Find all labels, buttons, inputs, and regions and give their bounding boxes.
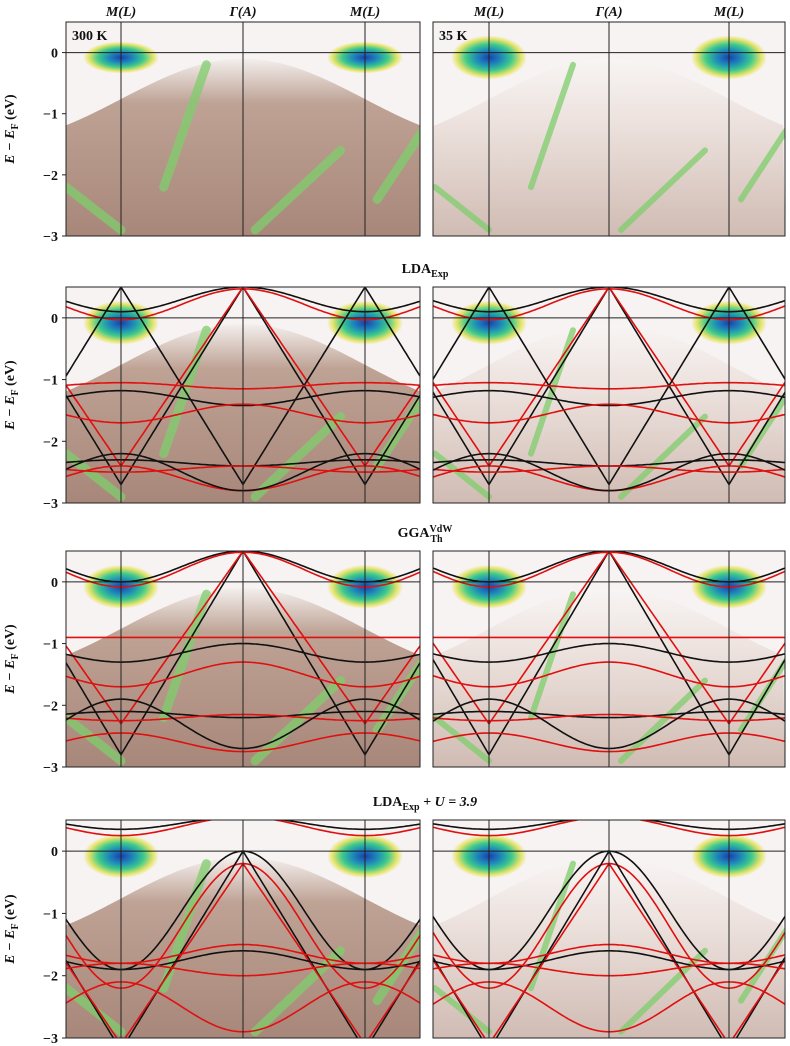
k-point-label: M(L) [713,5,744,20]
y-axis-label-sub: F [10,653,21,659]
y-tick-label: −3 [43,761,58,776]
panel [66,820,420,1038]
intensity-streak [372,126,420,204]
intensity-streak [159,60,211,192]
intensity-streak [372,392,420,471]
panel-frame [65,286,421,504]
k-point-label: M(L) [105,5,136,20]
panel-frame [65,819,421,1039]
intensity-streak [66,449,126,502]
y-tick-label: −3 [43,230,58,245]
row-title-suffix: + U = 3.9 [420,795,478,810]
y-axis-label-main: E − E [3,930,18,965]
panel-frame [65,550,421,768]
intensity-streak [618,413,708,500]
panel-frame [432,286,786,504]
intensity-streak [159,589,211,723]
panel [433,551,785,767]
intensity-streak [618,147,708,233]
intensity-streak [738,126,785,203]
row-title: GGAVdW Th [398,524,453,545]
y-axis-label-sub: F [10,923,21,929]
row-title-sup: VdW [430,524,453,535]
y-axis-label: E − EF (eV) [3,94,21,165]
y-tick-label: −2 [43,169,58,184]
row-title-base: LDA [373,795,403,810]
y-tick-label: 0 [51,576,58,591]
y-axis-label-unit: (eV) [3,894,18,923]
panel-frame [432,550,786,768]
panel [66,287,420,503]
y-tick-label: 0 [51,47,58,62]
panel-frame [65,21,421,237]
intensity-streak [433,450,492,500]
row-title-sub: Exp [402,802,420,813]
y-tick-label: 0 [51,845,58,860]
intensity-streak [738,392,785,469]
y-tick-label: −1 [43,638,58,653]
intensity-streak [433,184,492,233]
y-axis-label: E − EF (eV) [3,360,21,431]
temperature-label: 35 K [439,29,468,44]
y-axis-label: E − EF (eV) [3,624,21,695]
intensity-streak [250,145,346,235]
y-tick-label: −3 [43,497,58,512]
panel-frame [432,21,786,237]
k-point-label: M(L) [349,5,380,20]
k-point-label: Γ(A) [228,5,256,20]
intensity-streak [66,182,126,235]
intensity-streak [618,947,708,1035]
k-point-label: M(L) [473,5,504,20]
panel [433,820,785,1038]
panel [433,287,785,503]
intensity-streak [250,412,346,502]
row-title-base: LDA [402,262,432,277]
panel-frame [432,819,786,1039]
y-tick-label: −1 [43,907,58,922]
y-axis-label-unit: (eV) [3,360,18,389]
intensity-streak [66,713,126,766]
y-axis-label: E − EF (eV) [3,894,21,965]
y-tick-label: −2 [43,699,58,714]
y-axis-label-unit: (eV) [3,94,18,123]
panel [66,551,420,767]
row-title: LDAExp [402,262,449,280]
intensity-streak [433,714,492,764]
intensity-streak [66,983,126,1037]
row-title-base: GGA [398,526,431,541]
y-axis-label-sub: F [10,389,21,395]
y-tick-label: −2 [43,970,58,985]
y-axis-label-unit: (eV) [3,624,18,653]
k-point-label: Γ(A) [594,5,622,20]
intensity-streak [618,677,708,764]
y-tick-label: −2 [43,435,58,450]
y-tick-label: 0 [51,312,58,327]
row-title-sub: Exp [431,269,449,280]
y-axis-label-main: E − E [3,130,18,165]
row-title-sub: Th [430,534,443,545]
intensity-streak [528,591,576,721]
temperature-label: 300 K [72,29,108,44]
intensity-streak [250,946,346,1037]
intensity-streak [433,985,492,1035]
y-tick-label: −1 [43,108,58,123]
row-title: LDAExp + U = 3.9 [373,795,477,813]
panel [66,22,420,236]
intensity-streak [250,676,346,766]
y-tick-label: −1 [43,374,58,389]
y-axis-label-main: E − E [3,396,18,431]
y-axis-label-sub: F [10,123,21,129]
panel [433,22,785,236]
y-axis-label-main: E − E [3,660,18,695]
y-tick-label: −3 [43,1032,58,1046]
intensity-streak [528,61,576,191]
